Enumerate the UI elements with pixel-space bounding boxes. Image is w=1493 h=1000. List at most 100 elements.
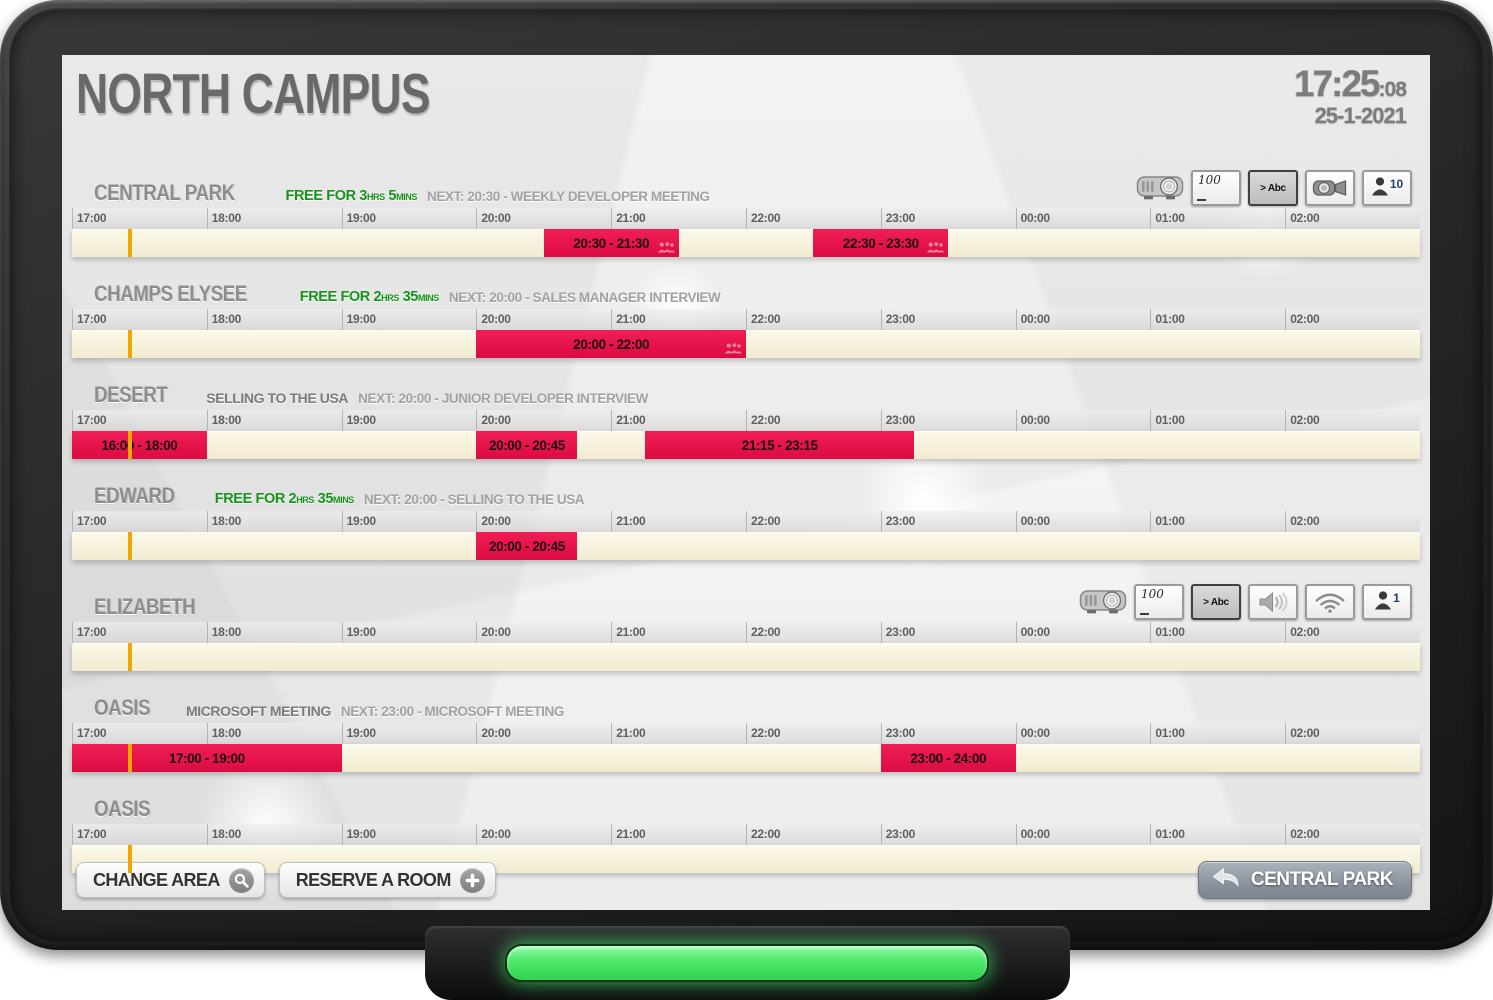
room-header: OASIS <box>72 786 1420 824</box>
room-header: CHAMPS ELYSEE FREE FOR 2HRS 35MINS NEXT:… <box>72 271 1420 309</box>
room-next-meeting: NEXT: 20:00 - SELLING TO THE USA <box>363 492 585 507</box>
tick-label: 20:00 <box>476 824 511 845</box>
timeline-ticks: 17:00 18:00 19:00 20:00 21:00 22:00 23:00 00:00… <box>72 622 1420 643</box>
clock: 17:25:08 25-1-2021 <box>1294 63 1407 127</box>
tv-screen-label: > Abc <box>1260 182 1286 194</box>
clock-time: 17:25 <box>1294 63 1381 104</box>
reserve-room-button[interactable]: RESERVE A ROOM <box>278 862 496 898</box>
timeline-track[interactable]: 20:00 - 22:00 <box>72 330 1420 358</box>
attendees-icon <box>657 241 676 256</box>
tick-label: 02:00 <box>1285 824 1320 845</box>
change-area-button[interactable]: CHANGE AREA <box>76 862 265 898</box>
booking-block[interactable]: 23:00 - 24:00 <box>880 744 1016 772</box>
tick-label: 02:00 <box>1285 723 1320 744</box>
booking-block[interactable]: 17:00 - 19:00 <box>72 744 342 772</box>
tick-label: 01:00 <box>1150 723 1185 744</box>
timeline-ticks: 17:00 18:00 19:00 20:00 21:00 22:00 23:00 00:00… <box>72 309 1420 330</box>
tv-screen-label: > Abc <box>1203 596 1229 608</box>
tick-label: 02:00 <box>1285 410 1320 431</box>
room-name[interactable]: CHAMPS ELYSEE <box>94 281 247 306</box>
tick-label: 01:00 <box>1150 622 1185 643</box>
tick-label: 17:00 <box>72 723 107 744</box>
room-free-status: FREE FOR 3HRS 5MINS <box>285 188 418 204</box>
room-name[interactable]: OASIS <box>94 796 151 821</box>
room-equipment: 100 > Abc 10 <box>1136 170 1412 206</box>
tick-label: 18:00 <box>206 622 241 643</box>
timeline-track[interactable] <box>72 643 1420 671</box>
projector-icon <box>1079 585 1127 619</box>
tick-label: 22:00 <box>746 824 781 845</box>
tick-label: 21:00 <box>611 723 646 744</box>
room-header: OASIS MICROSOFT MEETING NEXT: 23:00 - MI… <box>72 685 1420 723</box>
room-equipment: 100 > Abc 1 <box>1079 584 1412 620</box>
booking-time-label: 20:00 - 20:45 <box>489 437 565 453</box>
room-name[interactable]: DESERT <box>94 382 168 407</box>
tick-label: 18:00 <box>206 511 241 532</box>
room-header: EDWARD FREE FOR 2HRS 35MINS NEXT: 20:00 … <box>72 473 1420 511</box>
timeline-track[interactable]: 20:00 - 20:45 <box>72 532 1420 560</box>
tick-label: 21:00 <box>611 208 646 229</box>
clock-seconds: :08 <box>1378 78 1407 101</box>
tick-label: 19:00 <box>341 723 376 744</box>
room-current-meeting: SELLING TO THE USA <box>206 390 349 406</box>
booking-block[interactable]: 21:15 - 23:15 <box>644 431 915 459</box>
search-icon <box>228 867 254 893</box>
room-row: OASIS 17:00 18:00 19:00 20:00 21:00 22:00 23:0… <box>72 786 1420 873</box>
room-row: DESERT SELLING TO THE USA NEXT: 20:00 - … <box>72 372 1420 459</box>
tick-label: 22:00 <box>746 208 781 229</box>
booking-time-label: 20:00 - 22:00 <box>573 336 650 352</box>
tick-label: 00:00 <box>1015 723 1050 744</box>
video-camera-icon <box>1305 170 1355 206</box>
capacity-icon: 1 <box>1362 584 1412 620</box>
tick-label: 21:00 <box>611 824 646 845</box>
tick-label: 02:00 <box>1285 309 1320 330</box>
current-time-marker <box>128 643 133 671</box>
capacity-icon: 10 <box>1362 170 1412 206</box>
capacity-number: 10 <box>1389 177 1404 191</box>
booking-block[interactable]: 20:00 - 20:45 <box>476 532 578 560</box>
room-row: EDWARD FREE FOR 2HRS 35MINS NEXT: 20:00 … <box>72 473 1420 560</box>
attendees-icon <box>724 342 743 357</box>
booking-block[interactable]: 16:00 - 18:00 <box>72 431 207 459</box>
room-name[interactable]: ELIZABETH <box>94 594 196 619</box>
timeline-ticks: 17:00 18:00 19:00 20:00 21:00 22:00 23:00 00:00… <box>72 410 1420 431</box>
booking-block[interactable]: 20:30 - 21:30 <box>543 229 679 257</box>
tick-label: 23:00 <box>880 208 915 229</box>
tick-label: 22:00 <box>746 410 781 431</box>
current-time-marker <box>128 845 133 873</box>
room-name[interactable]: OASIS <box>94 695 151 720</box>
room-row: ELIZABETH 100 > Abc 1 17:00 18:00 19:00 20:00… <box>72 584 1420 671</box>
back-room-label: CENTRAL PARK <box>1250 869 1394 890</box>
room-row: CHAMPS ELYSEE FREE FOR 2HRS 35MINS NEXT:… <box>72 271 1420 358</box>
tick-label: 23:00 <box>880 410 915 431</box>
speaker-icon <box>1248 584 1298 620</box>
current-time-marker <box>128 532 133 560</box>
booking-block[interactable]: 20:00 - 22:00 <box>476 330 746 358</box>
timeline-track[interactable]: 16:00 - 18:00 20:00 - 20:45 21:15 - 23:15 <box>72 431 1420 459</box>
room-next-meeting: NEXT: 23:00 - MICROSOFT MEETING <box>340 704 565 719</box>
room-name[interactable]: EDWARD <box>94 483 175 508</box>
timeline-track[interactable]: 17:00 - 19:00 23:00 - 24:00 <box>72 744 1420 772</box>
tick-label: 20:00 <box>476 622 511 643</box>
tick-label: 21:00 <box>611 622 646 643</box>
tick-label: 00:00 <box>1015 622 1050 643</box>
booking-time-label: 21:15 - 23:15 <box>741 437 818 453</box>
timeline-track[interactable]: 20:30 - 21:30 22:30 - 23:30 <box>72 229 1420 257</box>
central-park-back-button[interactable]: CENTRAL PARK <box>1197 861 1412 899</box>
person-silhouette-icon <box>1374 590 1392 615</box>
booking-time-label: 17:00 - 19:00 <box>168 750 245 766</box>
tick-label: 00:00 <box>1015 824 1050 845</box>
booking-block[interactable]: 20:00 - 20:45 <box>476 431 578 459</box>
whiteboard-icon: 100 <box>1191 170 1241 206</box>
tick-label: 02:00 <box>1285 511 1320 532</box>
room-name[interactable]: CENTRAL PARK <box>94 180 235 205</box>
room-next-meeting: NEXT: 20:30 - WEEKLY DEVELOPER MEETING <box>426 189 710 204</box>
tick-label: 17:00 <box>72 622 107 643</box>
change-area-label: CHANGE AREA <box>93 869 220 890</box>
timeline-ticks: 17:00 18:00 19:00 20:00 21:00 22:00 23:00 00:00… <box>72 723 1420 744</box>
projector-icon <box>1136 171 1184 205</box>
tick-label: 19:00 <box>341 511 376 532</box>
room-free-status: FREE FOR 2HRS 35MINS <box>214 491 355 507</box>
tick-label: 17:00 <box>72 511 107 532</box>
booking-block[interactable]: 22:30 - 23:30 <box>813 229 949 257</box>
